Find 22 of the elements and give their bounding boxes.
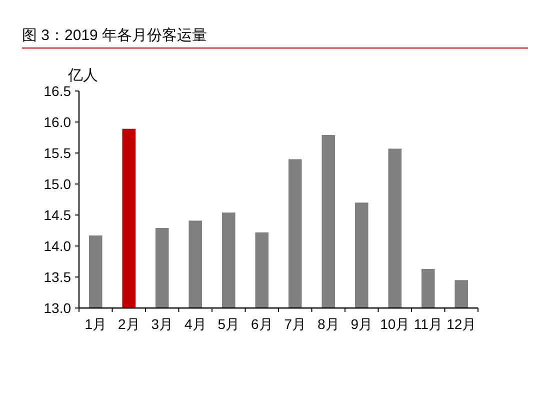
y-tick-label: 14.5 (44, 207, 72, 223)
y-tick-label: 15.0 (44, 176, 72, 192)
x-tick-label: 3月 (151, 316, 174, 332)
x-tick-label: 5月 (218, 316, 240, 332)
y-tick-label: 16.5 (44, 83, 72, 99)
y-axis-title: 亿人 (67, 67, 98, 84)
y-tick-label: 14.0 (44, 238, 72, 254)
x-tick-label: 7月 (284, 316, 306, 332)
x-tick-label: 12月 (446, 316, 476, 332)
x-tick-label: 2月 (118, 316, 140, 332)
x-tick-label: 11月 (414, 316, 442, 332)
y-tick-label: 15.5 (44, 145, 72, 161)
x-tick-label: 4月 (184, 316, 206, 332)
y-tick-label: 16.0 (44, 114, 72, 130)
x-tick-label: 10月 (380, 316, 410, 332)
y-tick-label: 13.0 (44, 300, 72, 316)
x-tick-label: 9月 (350, 316, 373, 332)
x-tick-label: 1月 (84, 316, 107, 332)
y-tick-label: 13.5 (44, 269, 72, 285)
x-tick-label: 6月 (250, 316, 273, 332)
x-tick-label: 8月 (317, 316, 340, 332)
chart-title: 图 3：2019 年各月份客运量 (22, 27, 208, 44)
